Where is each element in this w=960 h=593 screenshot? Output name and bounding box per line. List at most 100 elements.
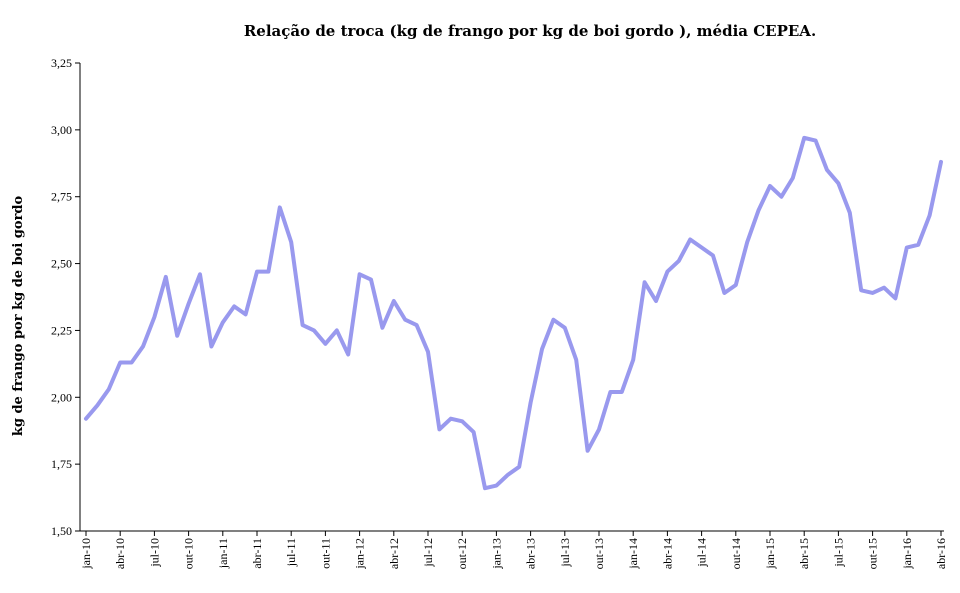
data-point bbox=[198, 272, 202, 276]
data-point bbox=[346, 352, 350, 356]
x-tick-label: abr-13 bbox=[524, 538, 538, 569]
data-point bbox=[232, 304, 236, 308]
data-point bbox=[688, 238, 692, 242]
x-tick-label: out-13 bbox=[592, 538, 606, 569]
data-point bbox=[745, 240, 749, 244]
x-tick-label: out-12 bbox=[455, 538, 469, 569]
data-point bbox=[700, 246, 704, 250]
x-tick-label: out-11 bbox=[318, 538, 332, 569]
data-point bbox=[426, 350, 430, 354]
data-point bbox=[437, 427, 441, 431]
data-point bbox=[517, 465, 521, 469]
x-tick-label: jul-14 bbox=[695, 538, 709, 568]
data-point bbox=[255, 270, 259, 274]
data-point bbox=[278, 205, 282, 209]
data-point bbox=[152, 315, 156, 319]
x-tick-label: jul-10 bbox=[147, 538, 161, 568]
data-point bbox=[768, 184, 772, 188]
x-ticks: jan-10 abr-10 jul-10 out-10 jan-11 abr-11 jul-… bbox=[79, 531, 948, 570]
data-point bbox=[791, 176, 795, 180]
data-point bbox=[358, 272, 362, 276]
data-point bbox=[529, 401, 533, 405]
data-point bbox=[620, 390, 624, 394]
data-point bbox=[449, 417, 453, 421]
x-tick-label: jan-10 bbox=[79, 538, 93, 570]
data-point bbox=[335, 328, 339, 332]
data-point bbox=[244, 312, 248, 316]
data-point bbox=[187, 302, 191, 306]
data-point bbox=[916, 243, 920, 247]
data-point bbox=[380, 326, 384, 330]
x-tick-label: jan-14 bbox=[626, 538, 640, 570]
data-point bbox=[893, 296, 897, 300]
data-point bbox=[460, 419, 464, 423]
data-point bbox=[825, 168, 829, 172]
data-point bbox=[301, 323, 305, 327]
data-point bbox=[415, 323, 419, 327]
data-point bbox=[392, 299, 396, 303]
x-tick-label: abr-11 bbox=[250, 538, 264, 569]
data-point bbox=[677, 259, 681, 263]
x-tick-label: abr-14 bbox=[660, 538, 674, 569]
x-tick-label: jan-11 bbox=[216, 538, 230, 569]
y-tick-label: 1,50 bbox=[51, 524, 72, 538]
data-point bbox=[665, 270, 669, 274]
x-tick-label: jan-13 bbox=[489, 538, 503, 570]
data-point bbox=[107, 387, 111, 391]
data-point bbox=[540, 347, 544, 351]
data-point bbox=[164, 275, 168, 279]
data-point bbox=[289, 240, 293, 244]
data-point bbox=[802, 136, 806, 140]
data-point bbox=[266, 270, 270, 274]
data-point bbox=[631, 358, 635, 362]
data-point bbox=[323, 342, 327, 346]
x-tick-label: jul-13 bbox=[558, 538, 572, 568]
x-tick-label: jul-11 bbox=[284, 538, 298, 567]
data-point bbox=[757, 208, 761, 212]
data-point bbox=[130, 361, 134, 365]
data-point bbox=[928, 213, 932, 217]
x-tick-label: abr-15 bbox=[797, 538, 811, 569]
x-tick-label: out-15 bbox=[866, 538, 880, 569]
x-tick-label: out-10 bbox=[182, 538, 196, 569]
x-tick-label: abr-10 bbox=[113, 538, 127, 569]
data-point bbox=[814, 139, 818, 143]
x-tick-label: jul-12 bbox=[421, 538, 435, 568]
data-point bbox=[118, 361, 122, 365]
data-point bbox=[586, 449, 590, 453]
x-tick-label: jan-15 bbox=[763, 538, 777, 570]
data-point bbox=[882, 286, 886, 290]
y-tick-label: 1,75 bbox=[51, 457, 72, 471]
data-point bbox=[939, 160, 943, 164]
data-point bbox=[483, 486, 487, 490]
x-tick-label: abr-12 bbox=[387, 538, 401, 569]
data-point bbox=[175, 334, 179, 338]
data-point bbox=[472, 430, 476, 434]
x-tick-label: abr-16 bbox=[934, 538, 948, 569]
data-point bbox=[95, 403, 99, 407]
data-point bbox=[403, 318, 407, 322]
x-tick-label: jan-12 bbox=[353, 538, 367, 570]
data-point bbox=[848, 211, 852, 215]
data-point bbox=[779, 195, 783, 199]
data-point bbox=[84, 417, 88, 421]
y-tick-label: 2,25 bbox=[51, 323, 72, 337]
data-point bbox=[871, 291, 875, 295]
data-point bbox=[312, 328, 316, 332]
data-point bbox=[141, 344, 145, 348]
data-point bbox=[643, 280, 647, 284]
data-point bbox=[711, 254, 715, 258]
y-axis-title: kg de frango por kg de boi gordo bbox=[11, 195, 26, 436]
y-ticks: 1,50 1,75 2,00 2,25 2,50 2,75 3,00 3,25 bbox=[51, 56, 80, 538]
chart-title: Relação de troca (kg de frango por kg de… bbox=[244, 22, 816, 40]
data-point bbox=[551, 318, 555, 322]
data-point bbox=[221, 320, 225, 324]
data-point bbox=[369, 278, 373, 282]
x-tick-label: jan-16 bbox=[900, 538, 914, 570]
x-tick-label: jul-15 bbox=[831, 538, 845, 568]
y-tick-label: 2,50 bbox=[51, 257, 72, 271]
data-point bbox=[722, 291, 726, 295]
y-tick-label: 3,00 bbox=[51, 123, 72, 137]
y-tick-label: 2,75 bbox=[51, 190, 72, 204]
